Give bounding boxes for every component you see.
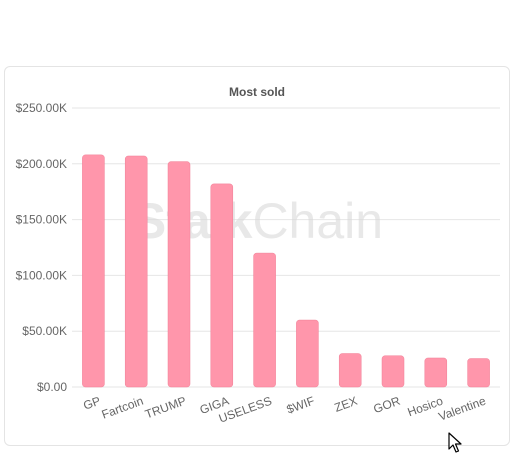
chart-title: Most sold xyxy=(229,85,285,99)
y-tick-label: $250.00K xyxy=(16,101,67,115)
x-tick-label: TRUMP xyxy=(143,394,188,422)
watermark-stalk: Stalk xyxy=(133,193,253,249)
y-tick-label: $50.00K xyxy=(22,324,67,338)
bar-gor[interactable] xyxy=(381,355,405,388)
bar-fartcoin[interactable] xyxy=(124,155,148,388)
y-tick-label: $150.00K xyxy=(16,213,67,227)
watermark-chain: Chain xyxy=(252,193,383,249)
mouse-cursor-icon xyxy=(448,432,462,453)
bar-wif[interactable] xyxy=(296,319,319,388)
bar-zex[interactable] xyxy=(338,353,362,388)
x-tick-label: $WIF xyxy=(285,394,317,417)
x-tick-label: GP xyxy=(81,394,102,413)
y-tick-label: $0.00 xyxy=(37,380,67,394)
bar-useless[interactable] xyxy=(253,252,276,388)
x-tick-label: GOR xyxy=(372,394,403,417)
x-tick-label: Valentine xyxy=(437,394,488,424)
bar-trump[interactable] xyxy=(167,161,191,388)
x-tick-label: ZEX xyxy=(333,394,360,415)
bar-giga[interactable] xyxy=(210,183,234,388)
bar-gp[interactable] xyxy=(82,154,105,388)
y-tick-label: $100.00K xyxy=(16,268,67,282)
bar-hosico[interactable] xyxy=(424,357,448,388)
x-tick-label: Fartcoin xyxy=(100,394,146,422)
y-axis-ticks: $0.00 $50.00K $100.00K $150.00K $200.00K $250… xyxy=(16,101,68,394)
y-tick-label: $200.00K xyxy=(16,157,67,171)
bars xyxy=(82,154,490,388)
bar-valentine[interactable] xyxy=(467,358,490,388)
